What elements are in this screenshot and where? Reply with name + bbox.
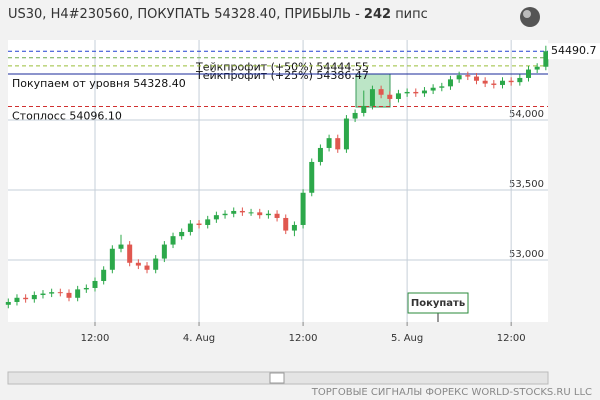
candle-body bbox=[196, 223, 202, 225]
candle-body bbox=[508, 80, 514, 83]
candle-body bbox=[274, 213, 280, 218]
signal-label: Покупать bbox=[411, 298, 465, 309]
candle-body bbox=[369, 89, 375, 106]
y-tick-label: 53,000 bbox=[509, 249, 544, 260]
candle-body bbox=[5, 301, 11, 305]
candle-body bbox=[187, 223, 193, 232]
price-tag bbox=[548, 43, 600, 60]
candle-body bbox=[517, 77, 523, 83]
candle-body bbox=[395, 93, 401, 99]
candle-body bbox=[49, 292, 55, 294]
candle-body bbox=[456, 75, 462, 80]
candle-body bbox=[205, 219, 211, 225]
profit-unit: пипс bbox=[395, 7, 428, 22]
candle-body bbox=[75, 289, 81, 298]
candle-body bbox=[213, 215, 219, 220]
y-tick-label: 53,500 bbox=[509, 179, 544, 190]
candle-body bbox=[447, 79, 453, 87]
candle-body bbox=[326, 138, 332, 148]
globe bbox=[520, 7, 540, 27]
scroll-thumb[interactable] bbox=[269, 372, 285, 384]
level-label: Тейкпрофит (+50%) 54444.55 bbox=[195, 61, 369, 74]
chart-title: US30, H4#230560, ПОКУПАТЬ 54328.40, ПРИБ… bbox=[8, 7, 428, 22]
candle-body bbox=[57, 292, 63, 294]
level-label: Стоплосс 54096.10 bbox=[12, 109, 122, 122]
plot-area bbox=[8, 40, 548, 322]
candle-body bbox=[291, 224, 297, 231]
candle-body bbox=[491, 83, 497, 85]
candle-body bbox=[14, 297, 20, 302]
title-text: US30, H4#230560, ПОКУПАТЬ 54328.40, ПРИБ… bbox=[8, 7, 360, 22]
candle-body bbox=[526, 69, 531, 78]
candle-body bbox=[421, 90, 427, 94]
candle-body bbox=[257, 212, 263, 216]
candle-body bbox=[335, 138, 341, 150]
candle-body bbox=[92, 280, 98, 288]
x-tick-label: 12:00 bbox=[289, 333, 318, 344]
candle-body bbox=[144, 265, 150, 270]
candle-body bbox=[283, 217, 289, 231]
candle-body bbox=[248, 212, 254, 214]
x-tick-label: 5. Aug bbox=[391, 333, 423, 344]
candle-body bbox=[352, 112, 358, 119]
signal-box bbox=[407, 292, 469, 314]
candle-body bbox=[23, 297, 29, 300]
candle-body bbox=[499, 80, 505, 85]
candle-body bbox=[66, 292, 72, 298]
candle-body bbox=[413, 91, 419, 94]
candle-body bbox=[40, 293, 46, 295]
candle-body bbox=[534, 66, 540, 70]
candle-body bbox=[161, 244, 167, 259]
candle-body bbox=[179, 231, 185, 237]
candle-body bbox=[387, 94, 393, 99]
level-label: Покупаем от уровня 54328.40 bbox=[12, 77, 186, 90]
profit-value: 242 bbox=[364, 7, 391, 22]
candle-body bbox=[361, 105, 367, 113]
globe-highlight bbox=[523, 10, 531, 18]
candle-body bbox=[83, 287, 89, 290]
footer: ТОРГОВЫЕ СИГНАЛЫ ФОРЕКС WORLD-STOCKS.RU … bbox=[311, 387, 592, 398]
candle-body bbox=[343, 118, 349, 150]
candle-body bbox=[300, 192, 306, 225]
candle-body bbox=[222, 213, 228, 216]
candle-body bbox=[101, 269, 107, 281]
x-tick-label: 12:00 bbox=[81, 333, 110, 344]
candle-body bbox=[135, 262, 141, 266]
x-tick-label: 12:00 bbox=[497, 333, 526, 344]
candle-body bbox=[31, 294, 37, 300]
candle-body bbox=[265, 213, 271, 216]
candle-body bbox=[465, 75, 471, 77]
candle-body bbox=[231, 210, 237, 214]
price-tag-label: 54490.7 bbox=[551, 44, 597, 57]
candle-body bbox=[473, 76, 479, 81]
candle-body bbox=[239, 210, 245, 213]
candle-body bbox=[153, 258, 159, 270]
candle-body bbox=[309, 161, 315, 193]
candle-body bbox=[378, 89, 384, 95]
candle-body bbox=[430, 87, 436, 91]
candle-body bbox=[170, 236, 176, 245]
y-tick-label: 54,000 bbox=[509, 109, 544, 120]
candle-body bbox=[439, 86, 445, 88]
globe-icon bbox=[520, 7, 540, 27]
level-label: Тейкпрофит (+25%) 54386.47 bbox=[195, 69, 369, 82]
candle-body bbox=[543, 51, 549, 67]
candle-body bbox=[404, 91, 410, 94]
candle-body bbox=[118, 244, 124, 249]
candle-body bbox=[317, 147, 323, 162]
x-tick-label: 4. Aug bbox=[183, 333, 215, 344]
candle-body bbox=[482, 80, 488, 84]
candle-body bbox=[109, 248, 115, 270]
candle-body bbox=[127, 244, 133, 263]
